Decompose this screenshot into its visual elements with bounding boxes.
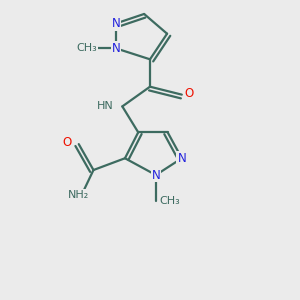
Text: O: O: [62, 136, 71, 149]
Text: CH₃: CH₃: [159, 196, 180, 206]
Text: N: N: [112, 17, 121, 30]
Text: CH₃: CH₃: [76, 44, 97, 53]
Text: O: O: [184, 87, 194, 100]
Text: HN: HN: [97, 101, 114, 111]
Text: N: N: [152, 169, 160, 182]
Text: NH₂: NH₂: [68, 190, 89, 200]
Text: N: N: [112, 42, 121, 55]
Text: N: N: [177, 152, 186, 165]
